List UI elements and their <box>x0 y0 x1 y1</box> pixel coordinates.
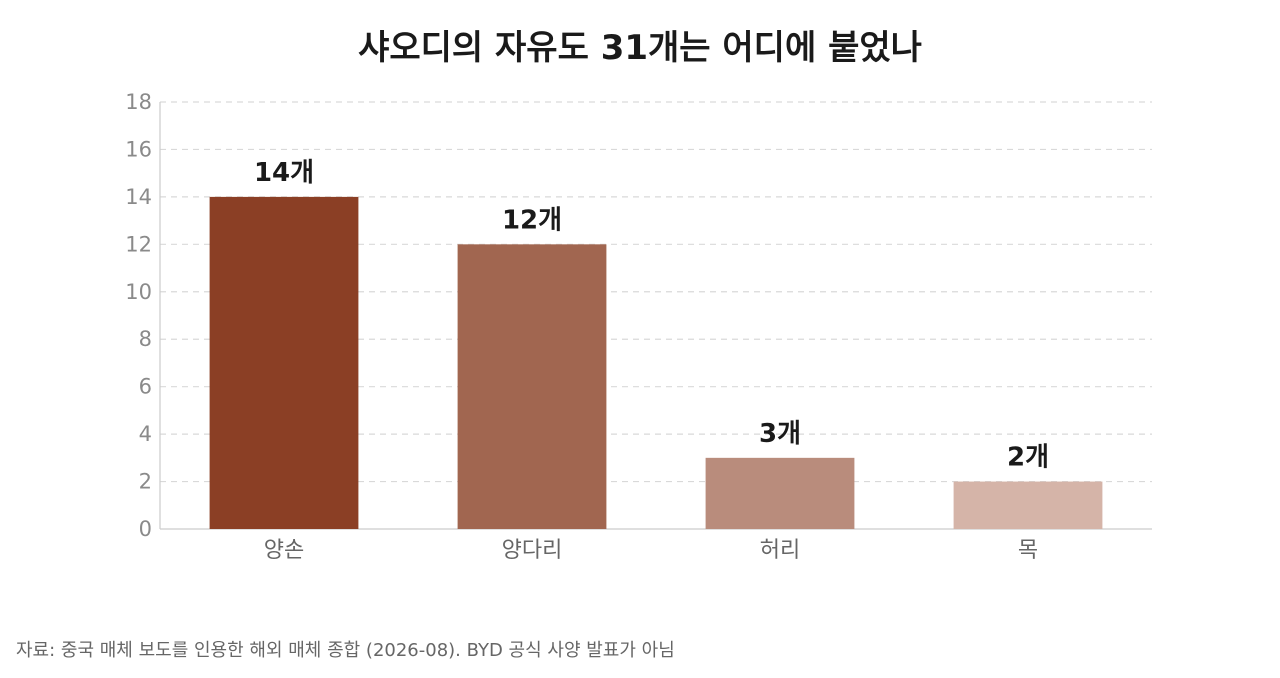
source-note: 자료: 중국 매체 보도를 인용한 해외 매체 종합 (2026-08). BY… <box>16 640 675 661</box>
y-tick-label: 12 <box>125 232 152 256</box>
y-tick-label: 14 <box>125 185 152 209</box>
y-tick-label: 4 <box>139 422 152 446</box>
bar <box>209 196 359 529</box>
bar <box>457 244 607 530</box>
y-tick-label: 6 <box>139 375 152 399</box>
y-tick-label: 8 <box>139 327 152 351</box>
x-category-label: 양다리 <box>502 538 563 563</box>
bar <box>953 481 1103 529</box>
x-category-label: 목 <box>1018 538 1038 563</box>
y-tick-label: 18 <box>125 90 152 114</box>
y-tick-label: 0 <box>139 517 152 541</box>
data-label: 12개 <box>502 205 562 235</box>
y-tick-label: 16 <box>125 137 152 161</box>
data-label: 2개 <box>1007 443 1049 473</box>
data-label: 14개 <box>254 158 314 188</box>
y-tick-label: 10 <box>125 280 152 304</box>
data-label: 3개 <box>759 419 801 449</box>
x-category-label: 허리 <box>760 538 800 563</box>
bar <box>705 457 855 529</box>
chart-title: 샤오디의 자유도 31개는 어디에 붙었나 <box>358 28 922 68</box>
x-category-label: 양손 <box>264 538 304 563</box>
y-tick-label: 2 <box>139 470 152 494</box>
